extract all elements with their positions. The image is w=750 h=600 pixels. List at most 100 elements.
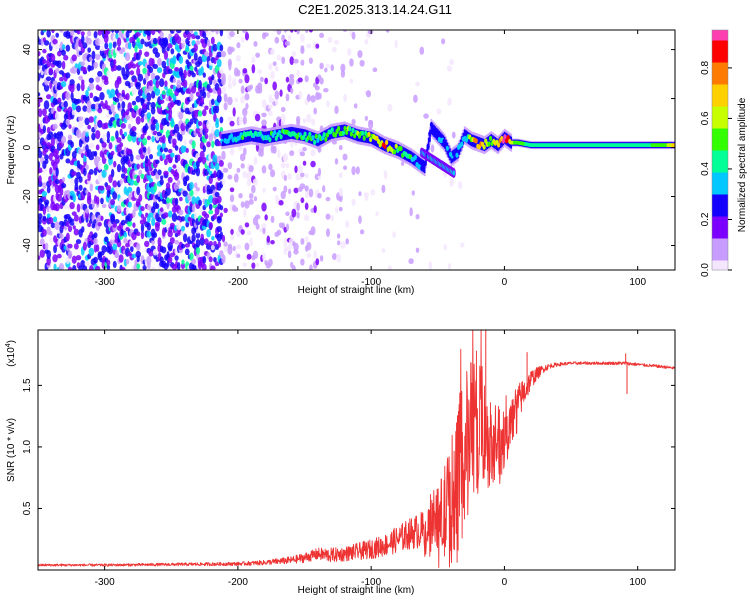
spectrogram-cell bbox=[148, 249, 154, 257]
colorbar-cell bbox=[712, 138, 728, 141]
spectrogram-cell bbox=[191, 203, 196, 213]
spectrogram-cell bbox=[246, 230, 252, 236]
spectrogram-cell bbox=[338, 144, 343, 151]
spectrogram-cell bbox=[191, 140, 196, 149]
spectrogram-cell bbox=[298, 90, 302, 100]
spectrogram-cell bbox=[229, 30, 235, 37]
spectrogram-cell bbox=[208, 209, 214, 215]
snr-y-label: SNR (10 * v/v) bbox=[6, 418, 17, 482]
spectrogram-cell bbox=[203, 213, 210, 219]
spectrogram-cell bbox=[166, 121, 170, 127]
spectrogram-cell bbox=[252, 250, 259, 260]
spectrogram-cell bbox=[112, 180, 118, 188]
spectrogram-cell bbox=[161, 134, 166, 144]
spectrogram-cell bbox=[246, 178, 252, 187]
colorbar-cell bbox=[712, 110, 728, 113]
snr-scale-suffix: ) bbox=[6, 340, 17, 343]
spectrogram-cell bbox=[189, 181, 194, 190]
spectrogram-cell bbox=[211, 140, 215, 149]
spectrogram-ridge-cell bbox=[351, 127, 355, 134]
spectrogram-cell bbox=[197, 120, 203, 127]
spectrogram-ridge-band bbox=[427, 137, 430, 150]
spectrogram-cell bbox=[69, 202, 75, 210]
spectrogram-cell bbox=[219, 68, 224, 74]
spectrogram-cell bbox=[52, 216, 58, 223]
spectrogram-cell bbox=[178, 209, 184, 216]
spectrogram-cell bbox=[88, 247, 95, 257]
spectrogram-cell bbox=[272, 81, 278, 91]
spectrogram-cell bbox=[135, 31, 141, 37]
spectrogram-cell bbox=[296, 69, 300, 78]
spectrogram-cell bbox=[212, 213, 218, 220]
spectrogram-cell bbox=[88, 155, 95, 161]
spectrogram-ridge-cell bbox=[313, 139, 317, 145]
spectrogram-cell bbox=[244, 242, 250, 251]
spectrogram-cell bbox=[95, 37, 101, 46]
spectrogram-ridge-cell bbox=[279, 134, 283, 140]
colorbar-tick-label: 0.6 bbox=[700, 111, 711, 125]
spectrogram-frame bbox=[37, 29, 676, 271]
spectrogram-cell bbox=[136, 67, 141, 77]
spectrogram-cell bbox=[197, 56, 203, 65]
spectrogram-ridge-cell bbox=[474, 138, 478, 144]
spectrogram-cell bbox=[156, 150, 163, 157]
spectrogram-cell bbox=[284, 40, 291, 47]
spectrogram-cell bbox=[42, 48, 47, 54]
spectrogram-ridge-cell bbox=[488, 135, 493, 142]
spectrogram-cell bbox=[331, 253, 337, 260]
spectrogram-cell bbox=[198, 199, 202, 206]
spectrogram-cell bbox=[268, 110, 273, 117]
spectrogram-cell bbox=[54, 221, 60, 231]
spectrogram-cell bbox=[240, 85, 245, 94]
spectrogram-cell bbox=[50, 137, 56, 147]
spectrogram-cell bbox=[69, 218, 75, 226]
spectrogram-cell bbox=[135, 81, 141, 88]
spectrogram-cell bbox=[193, 31, 198, 36]
spectrogram-cell bbox=[287, 173, 292, 180]
spectrogram-cell bbox=[272, 145, 277, 154]
spectrogram-cell bbox=[148, 66, 154, 73]
spectrogram-ridge-cell bbox=[345, 129, 349, 136]
spectrogram-cell bbox=[293, 242, 299, 252]
spectrogram-cell bbox=[176, 221, 182, 231]
spectrogram-ridge-band bbox=[309, 131, 311, 144]
spectrogram-cell bbox=[41, 228, 47, 237]
spectrogram-cell bbox=[123, 131, 128, 137]
spectrogram-cell bbox=[408, 258, 414, 265]
spectrogram-cell bbox=[238, 78, 243, 84]
spectrogram-cell bbox=[233, 173, 239, 183]
spectrogram-cell bbox=[119, 178, 123, 185]
colorbar-cell bbox=[712, 44, 728, 47]
spectrogram-cell bbox=[179, 133, 183, 142]
spectrogram-cell bbox=[300, 59, 305, 66]
spectrogram-ridge-band bbox=[270, 130, 273, 143]
spectrogram-cell bbox=[251, 262, 256, 269]
spectrogram-cell bbox=[142, 137, 148, 146]
spectrogram-cell bbox=[153, 183, 157, 193]
colorbar-cell bbox=[712, 252, 728, 255]
spectrogram-cell bbox=[138, 49, 142, 56]
spectrogram-cell bbox=[46, 185, 51, 194]
spectrogram-ridge-cell bbox=[314, 133, 318, 140]
spectrogram-cell bbox=[88, 142, 95, 149]
spectrogram-cell bbox=[240, 201, 245, 208]
spectrogram-cell bbox=[251, 184, 256, 194]
spectrogram-cell bbox=[159, 178, 164, 186]
spectrogram-cell bbox=[162, 153, 166, 160]
spectrogram-cell bbox=[82, 105, 88, 112]
spectrogram-cell bbox=[372, 67, 378, 73]
spectrogram-cell bbox=[202, 72, 206, 78]
spectrogram-ridge-band bbox=[318, 133, 321, 146]
colorbar-cell bbox=[712, 40, 728, 43]
spectrogram-cell bbox=[136, 263, 141, 270]
spectrogram-cell bbox=[38, 175, 42, 184]
spectrogram-cell bbox=[148, 212, 154, 218]
spectrogram-cell bbox=[97, 70, 103, 77]
spectrogram-cell bbox=[88, 82, 95, 91]
spectrogram-cell bbox=[211, 235, 215, 241]
spectrogram-cell bbox=[75, 129, 82, 139]
spectrogram-cell bbox=[249, 84, 254, 90]
spectrogram-cell bbox=[161, 141, 166, 150]
spectrogram-cell bbox=[280, 162, 286, 169]
spectrogram-cell bbox=[103, 163, 109, 171]
